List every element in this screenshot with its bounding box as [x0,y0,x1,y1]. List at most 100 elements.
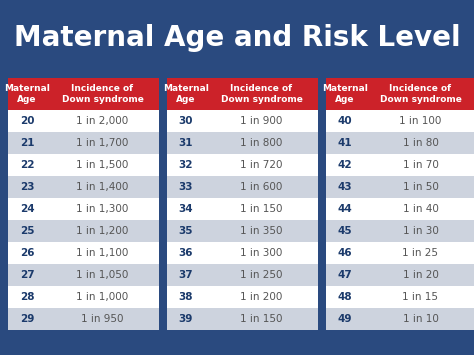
Text: 1 in 1,500: 1 in 1,500 [76,160,128,170]
Text: Maternal
Age: Maternal Age [4,84,50,104]
Text: 1 in 950: 1 in 950 [81,314,124,324]
Bar [8,154,159,176]
Bar [326,286,474,308]
Text: 1 in 150: 1 in 150 [240,314,283,324]
Text: 1 in 350: 1 in 350 [240,226,283,236]
Text: 27: 27 [20,270,34,280]
Text: 1 in 1,400: 1 in 1,400 [76,182,128,192]
Bar [167,78,318,110]
Text: 1 in 1,000: 1 in 1,000 [76,292,128,302]
Text: 39: 39 [179,314,193,324]
Text: 1 in 800: 1 in 800 [240,138,283,148]
Text: 1 in 720: 1 in 720 [240,160,283,170]
Text: 20: 20 [20,116,34,126]
Bar [167,264,318,286]
Bar [326,110,474,132]
Bar [167,176,318,198]
Text: 1 in 20: 1 in 20 [402,270,438,280]
Bar [8,308,159,330]
Text: 1 in 250: 1 in 250 [240,270,283,280]
Bar [8,78,159,110]
Text: 1 in 1,300: 1 in 1,300 [76,204,128,214]
Bar [326,132,474,154]
Text: Incidence of
Down syndrome: Incidence of Down syndrome [220,84,302,104]
Text: 1 in 1,700: 1 in 1,700 [76,138,128,148]
Text: 32: 32 [179,160,193,170]
Text: 1 in 300: 1 in 300 [240,248,283,258]
Text: 42: 42 [337,160,352,170]
Bar [167,132,318,154]
Text: 1 in 1,050: 1 in 1,050 [76,270,128,280]
Bar [167,286,318,308]
Text: 1 in 2,000: 1 in 2,000 [76,116,128,126]
Bar [167,198,318,220]
Text: 1 in 600: 1 in 600 [240,182,283,192]
Text: 1 in 30: 1 in 30 [402,226,438,236]
Bar [167,220,318,242]
Bar [326,264,474,286]
Bar [8,198,159,220]
Text: 1 in 25: 1 in 25 [402,248,438,258]
Text: 48: 48 [337,292,352,302]
Text: 28: 28 [20,292,34,302]
Text: 43: 43 [337,182,352,192]
Text: 1 in 1,100: 1 in 1,100 [76,248,128,258]
Text: 47: 47 [337,270,352,280]
Bar [167,308,318,330]
Bar [326,78,474,110]
Text: 40: 40 [337,116,352,126]
Bar [326,308,474,330]
Text: 1 in 150: 1 in 150 [240,204,283,214]
Text: 1 in 900: 1 in 900 [240,116,283,126]
Text: 1 in 40: 1 in 40 [402,204,438,214]
Text: 21: 21 [20,138,34,148]
Text: Maternal
Age: Maternal Age [163,84,209,104]
Text: 41: 41 [337,138,352,148]
Bar [167,242,318,264]
Bar [8,242,159,264]
Text: 23: 23 [20,182,34,192]
Text: 1 in 10: 1 in 10 [402,314,438,324]
Text: 1 in 70: 1 in 70 [402,160,438,170]
Text: 25: 25 [20,226,34,236]
Bar [8,286,159,308]
Text: 1 in 200: 1 in 200 [240,292,283,302]
Text: 30: 30 [179,116,193,126]
Bar [8,176,159,198]
Bar [326,154,474,176]
Bar [326,176,474,198]
Text: 29: 29 [20,314,34,324]
Text: 22: 22 [20,160,34,170]
Bar [167,154,318,176]
Text: 1 in 80: 1 in 80 [402,138,438,148]
Text: Incidence of
Down syndrome: Incidence of Down syndrome [62,84,144,104]
Text: 44: 44 [337,204,352,214]
Text: Maternal Age and Risk Level: Maternal Age and Risk Level [14,24,460,52]
Bar [8,264,159,286]
Text: Maternal
Age: Maternal Age [322,84,368,104]
Text: 37: 37 [179,270,193,280]
Text: 31: 31 [179,138,193,148]
Text: 33: 33 [179,182,193,192]
Text: 24: 24 [20,204,34,214]
Text: 46: 46 [337,248,352,258]
Bar [167,110,318,132]
Text: 38: 38 [179,292,193,302]
Bar [326,198,474,220]
Text: 1 in 100: 1 in 100 [399,116,442,126]
Bar [326,242,474,264]
Text: 1 in 50: 1 in 50 [402,182,438,192]
Text: 49: 49 [338,314,352,324]
Text: 26: 26 [20,248,34,258]
Text: Incidence of
Down syndrome: Incidence of Down syndrome [380,84,461,104]
Text: 45: 45 [337,226,352,236]
Text: 36: 36 [179,248,193,258]
Text: 35: 35 [179,226,193,236]
Bar [8,220,159,242]
Bar [8,110,159,132]
Bar [8,132,159,154]
Text: 1 in 15: 1 in 15 [402,292,438,302]
Bar [326,220,474,242]
Text: 34: 34 [179,204,193,214]
Text: 1 in 1,200: 1 in 1,200 [76,226,128,236]
